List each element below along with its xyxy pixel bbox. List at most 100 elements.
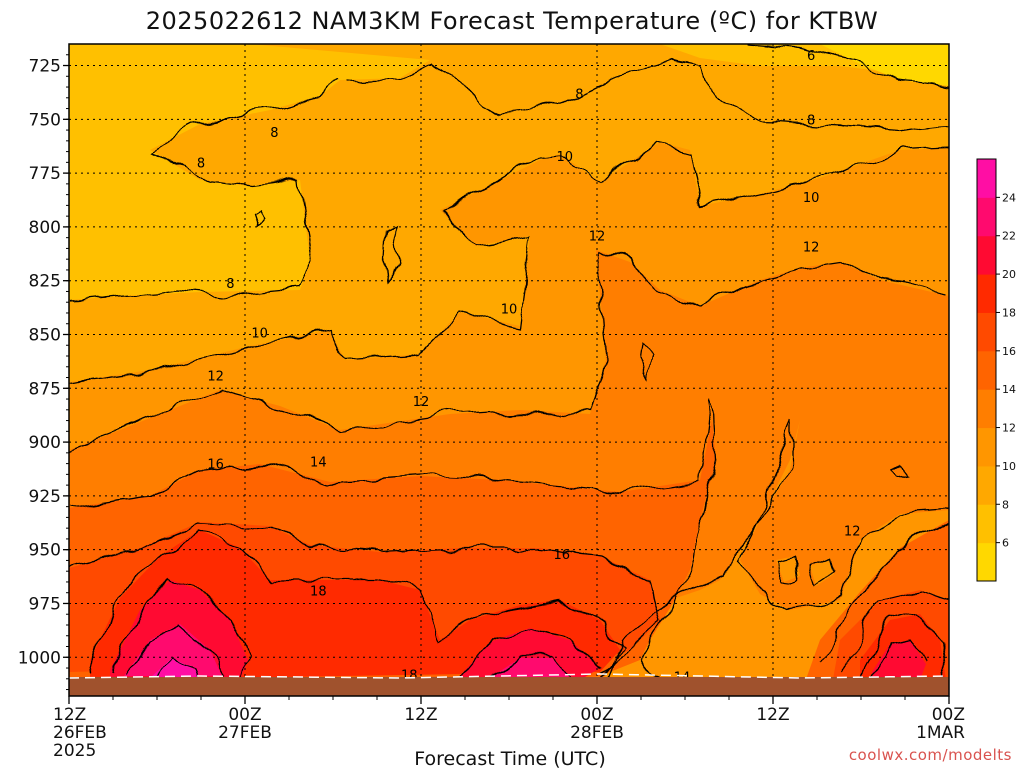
contour-8-lower bbox=[69, 79, 341, 301]
x-tick-label: 12Z bbox=[53, 705, 86, 725]
x-tick-label: 00Z bbox=[580, 705, 613, 725]
colorbar-label: 12 bbox=[1002, 422, 1016, 435]
contour-label: 16 bbox=[554, 548, 571, 563]
temperature-fill bbox=[69, 44, 949, 696]
band-22-24 bbox=[124, 624, 222, 676]
y-tick-label: 850 bbox=[29, 325, 61, 345]
y-tick-label: 725 bbox=[29, 57, 61, 77]
warm-pocket-12-14 bbox=[638, 342, 652, 380]
x-tick-label: 26FEB bbox=[53, 723, 107, 743]
contour-18 bbox=[89, 529, 621, 677]
plot-area: 688888101010101212121212141416161818 bbox=[69, 44, 949, 696]
contour-10-lower bbox=[69, 209, 531, 383]
contour-12-right bbox=[599, 419, 949, 691]
colorbar-frame bbox=[976, 158, 997, 582]
contour-label: 8 bbox=[807, 113, 815, 128]
colorbar-segment bbox=[977, 159, 996, 198]
band-20-22-mid bbox=[460, 628, 600, 680]
contour-12-lower bbox=[69, 249, 607, 451]
surface-edge bbox=[69, 673, 949, 679]
colorbar-segment bbox=[977, 427, 996, 467]
x-tick-label: 2025 bbox=[53, 741, 96, 761]
colorbar-segment bbox=[977, 350, 996, 390]
chart-title: 2025022612 NAM3KM Forecast Temperature (… bbox=[146, 7, 879, 35]
contour-8-upper bbox=[349, 59, 949, 131]
colorbar-label: 10 bbox=[1002, 460, 1016, 473]
contour-label: 12 bbox=[589, 230, 606, 245]
contour-lines bbox=[69, 44, 949, 691]
x-tick-label: 00Z bbox=[228, 705, 261, 725]
contour-label: 12 bbox=[207, 369, 224, 384]
contour-label: 18 bbox=[310, 585, 327, 600]
colorbar-segment bbox=[977, 504, 996, 544]
contour-14-right bbox=[819, 519, 949, 661]
contour-label: 8 bbox=[226, 277, 234, 292]
band-20-22-right bbox=[872, 640, 926, 680]
colorbar-label: 6 bbox=[1002, 537, 1009, 550]
y-tick-label: 875 bbox=[29, 379, 61, 399]
x-tick-label: 00Z bbox=[932, 705, 965, 725]
band-24-26 bbox=[150, 658, 200, 680]
x-tick-label: 28FEB bbox=[570, 723, 624, 743]
band-22-24-mid bbox=[490, 658, 570, 678]
contour-label: 8 bbox=[270, 126, 278, 141]
contour-8-island bbox=[255, 207, 401, 282]
contour-label: 16 bbox=[207, 458, 224, 473]
y-tick-label: 925 bbox=[29, 487, 61, 507]
colorbar-segment bbox=[977, 235, 996, 275]
colorbar: 6 8 10 12 14 16 18 20 22 24 bbox=[976, 158, 1016, 582]
colorbar-label: 22 bbox=[1002, 230, 1016, 243]
contour-label: 12 bbox=[844, 524, 861, 539]
contour-label: 8 bbox=[197, 156, 205, 171]
colorbar-label: 18 bbox=[1002, 306, 1016, 319]
contour-20 bbox=[109, 579, 927, 681]
gridlines bbox=[69, 44, 949, 696]
contour-label: 6 bbox=[807, 49, 815, 64]
contour-label: 10 bbox=[501, 303, 518, 318]
x-tick-label: 27FEB bbox=[218, 723, 272, 743]
colorbar-segment bbox=[977, 389, 996, 429]
top-yellow-corner bbox=[820, 44, 949, 86]
colorbar-segment bbox=[977, 542, 996, 582]
x-tick-label: 12Z bbox=[404, 705, 437, 725]
colorbar-segment bbox=[977, 312, 996, 352]
y-tick-label: 775 bbox=[29, 164, 61, 184]
contour-label: 12 bbox=[803, 240, 820, 255]
y-tick-label: 825 bbox=[29, 272, 61, 292]
credit-text: coolwx.com/modelts bbox=[849, 746, 1012, 764]
colorbar-label: 14 bbox=[1002, 383, 1016, 396]
y-tick-label: 1000 bbox=[18, 648, 61, 668]
y-tick-label: 750 bbox=[29, 110, 61, 130]
colorbar-segment bbox=[977, 465, 996, 505]
ground-surface bbox=[69, 677, 949, 696]
contour-16 bbox=[69, 521, 661, 673]
contour-18-right bbox=[859, 613, 947, 681]
contour-label: 12 bbox=[413, 395, 430, 410]
x-axis-title: Forecast Time (UTC) bbox=[414, 748, 605, 768]
contour-22 bbox=[123, 623, 571, 681]
colorbar-label: 8 bbox=[1002, 498, 1009, 511]
colorbar-label: 16 bbox=[1002, 345, 1016, 358]
contour-label: 10 bbox=[251, 326, 268, 341]
contour-label: 8 bbox=[575, 87, 583, 102]
contour-label: 10 bbox=[556, 150, 573, 165]
contour-6 bbox=[749, 44, 949, 87]
x-tick-label: 12Z bbox=[756, 705, 789, 725]
y-tick-label: 900 bbox=[29, 433, 61, 453]
y-tick-label: 800 bbox=[29, 218, 61, 238]
cool-pocket-12 bbox=[776, 556, 834, 586]
colorbar-label: 24 bbox=[1002, 191, 1016, 204]
colorbar-label: 20 bbox=[1002, 268, 1016, 281]
y-tick-label: 950 bbox=[29, 541, 61, 561]
y-tick-label: 975 bbox=[29, 594, 61, 614]
contour-10-upper bbox=[439, 141, 949, 211]
x-tick-label: 1MAR bbox=[916, 723, 965, 743]
contour-12-pocket bbox=[637, 340, 908, 588]
contour-12-upper bbox=[595, 249, 949, 307]
colorbar-segment bbox=[977, 274, 996, 313]
contour-label: 14 bbox=[310, 455, 327, 470]
contour-14 bbox=[69, 399, 717, 677]
y-axis: 725 750 775 800 825 850 875 900 925 950 975 1000 bbox=[18, 54, 69, 691]
